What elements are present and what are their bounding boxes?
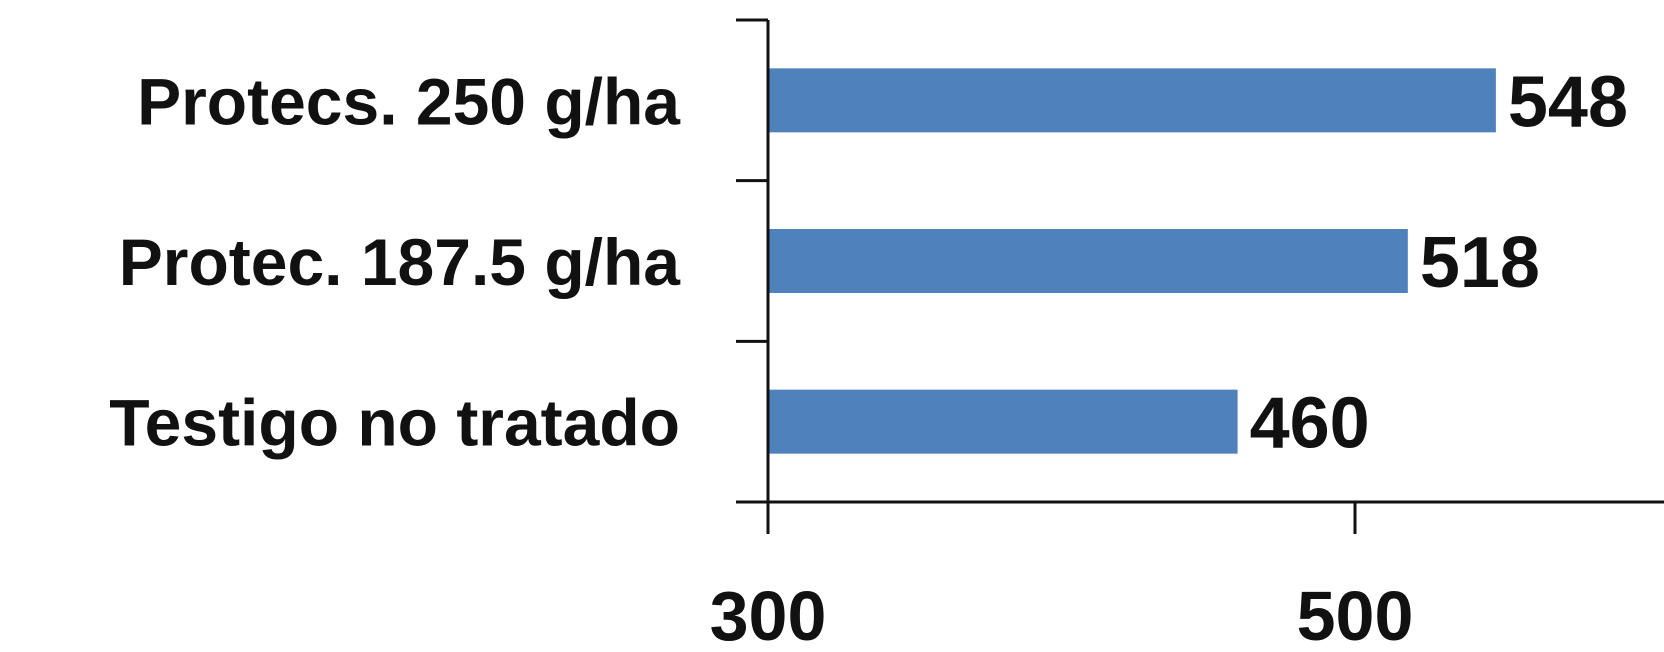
bars-group (768, 68, 1496, 454)
category-label: Protec. 187.5 g/ha (119, 225, 682, 299)
data-label: 518 (1420, 223, 1540, 303)
bar-protecs-250-g-ha (768, 68, 1496, 133)
x-ticks-group (766, 502, 1357, 534)
category-label: Testigo no tratado (109, 386, 680, 460)
bar-protec-187-5-g-ha (768, 229, 1408, 293)
y-ticks-group (736, 18, 768, 504)
x-tick-labels-group: 300 500 (710, 577, 1414, 652)
x-tick-label: 300 (710, 577, 827, 652)
category-label: Protecs. 250 g/ha (137, 64, 681, 138)
axes-group (736, 20, 1664, 504)
data-label: 548 (1508, 62, 1628, 142)
category-labels-group: Protecs. 250 g/ha Protec. 187.5 g/ha Testi… (109, 64, 681, 459)
data-label: 460 (1250, 384, 1370, 464)
x-tick-label: 500 (1297, 577, 1414, 652)
data-labels-group: 548 518 460 (1250, 62, 1628, 463)
bar-testigo-no-tratado (768, 389, 1238, 454)
